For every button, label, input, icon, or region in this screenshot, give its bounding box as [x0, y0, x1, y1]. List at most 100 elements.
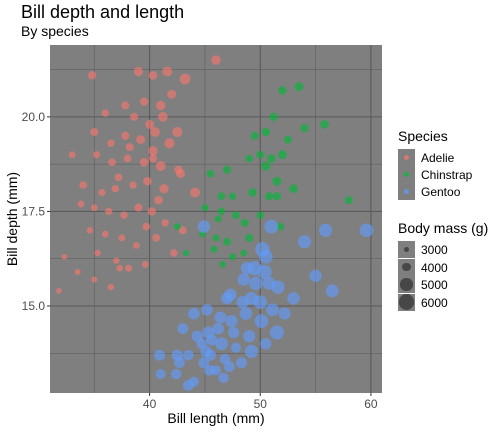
point-chinstrap [214, 215, 222, 223]
point-gentoo [227, 326, 240, 339]
y-tick-label: 17.5 [22, 204, 46, 218]
point-chinstrap [182, 249, 190, 257]
point-adelie [179, 73, 191, 85]
point-gentoo [255, 242, 270, 257]
point-gentoo [271, 280, 285, 294]
point-adelie [164, 138, 175, 149]
point-adelie [90, 204, 98, 212]
point-chinstrap [201, 204, 209, 212]
legend-label-mass: 3000 [421, 243, 448, 257]
point-chinstrap [217, 207, 226, 216]
point-adelie [143, 176, 152, 186]
point-chinstrap [267, 154, 276, 163]
point-adelie [134, 203, 143, 212]
point-gentoo [225, 315, 238, 328]
point-adelie [172, 126, 183, 138]
legend-key-chinstrap [398, 166, 415, 183]
point-adelie [116, 264, 124, 272]
legend-key-mass-5000 [398, 276, 415, 293]
legend-label-gentoo: Gentoo [421, 185, 461, 199]
point-adelie [125, 264, 133, 272]
point-adelie [133, 66, 144, 77]
point-adelie [136, 135, 146, 145]
point-adelie [101, 230, 109, 238]
legend-swatch-gentoo [404, 189, 409, 194]
legend-species-title: Species [398, 128, 448, 144]
point-gentoo [266, 303, 279, 317]
point-adelie [111, 184, 120, 193]
point-gentoo [325, 284, 339, 298]
point-adelie [152, 234, 161, 242]
point-adelie [98, 188, 106, 197]
point-adelie [74, 268, 81, 276]
point-chinstrap [217, 192, 226, 201]
legend-label-mass: 6000 [421, 295, 448, 310]
point-chinstrap [245, 154, 253, 163]
point-gentoo [155, 369, 166, 380]
point-chinstrap [240, 249, 248, 257]
point-gentoo [253, 295, 268, 309]
point-gentoo [260, 338, 272, 350]
point-gentoo [183, 349, 194, 361]
point-adelie [132, 242, 140, 249]
point-gentoo [154, 349, 166, 361]
point-adelie [161, 219, 169, 227]
point-gentoo [215, 337, 228, 351]
point-chinstrap [272, 176, 282, 186]
point-adelie [101, 109, 110, 117]
x-tick-label: 40 [143, 397, 157, 411]
x-axis-label: Bill length (mm) [167, 410, 264, 426]
point-gentoo [269, 325, 284, 340]
point-chinstrap [269, 112, 278, 122]
point-gentoo [278, 307, 291, 320]
x-tick-label: 50 [254, 397, 268, 411]
point-adelie [139, 97, 149, 106]
point-gentoo [264, 219, 279, 234]
legend-mass-title: Body mass (g) [398, 220, 489, 236]
point-adelie [79, 181, 88, 189]
point-chinstrap [219, 261, 226, 268]
point-adelie [155, 100, 166, 111]
point-adelie [92, 151, 101, 159]
point-gentoo [359, 223, 374, 238]
point-gentoo [287, 292, 300, 305]
point-gentoo [214, 311, 227, 324]
point-chinstrap [173, 223, 181, 231]
point-chinstrap [256, 150, 265, 159]
point-adelie [155, 161, 166, 171]
point-adelie [86, 227, 94, 234]
point-gentoo [198, 357, 210, 369]
point-chinstrap [223, 165, 232, 174]
point-gentoo [239, 307, 253, 320]
point-chinstrap [250, 131, 259, 140]
point-adelie [139, 157, 149, 167]
legend-key-mass-4000 [398, 258, 415, 276]
point-chinstrap [228, 192, 237, 201]
point-adelie [108, 158, 116, 167]
point-chinstrap [245, 233, 254, 243]
point-adelie [142, 222, 151, 231]
point-gentoo [197, 220, 210, 233]
point-chinstrap [210, 245, 218, 253]
point-gentoo [249, 276, 263, 291]
point-gentoo [236, 357, 247, 369]
legend-label-mass: 4000 [421, 260, 448, 275]
point-adelie [120, 211, 128, 219]
chart-subtitle: By species [21, 23, 89, 39]
chart-title: Bill depth and length [21, 2, 185, 22]
point-adelie [94, 249, 101, 257]
point-adelie [148, 70, 158, 80]
point-chinstrap [212, 234, 220, 242]
point-adelie [150, 127, 161, 137]
legend-key-mass-6000 [398, 293, 415, 311]
point-adelie [162, 66, 173, 77]
point-gentoo [257, 264, 272, 280]
point-gentoo [174, 357, 185, 369]
point-adelie [190, 187, 200, 198]
y-tick-label: 20.0 [22, 110, 46, 124]
y-tick-label: 15.0 [22, 299, 46, 313]
point-adelie [121, 131, 130, 140]
point-chinstrap [256, 211, 265, 219]
point-adelie [123, 154, 132, 163]
point-gentoo [237, 273, 250, 286]
